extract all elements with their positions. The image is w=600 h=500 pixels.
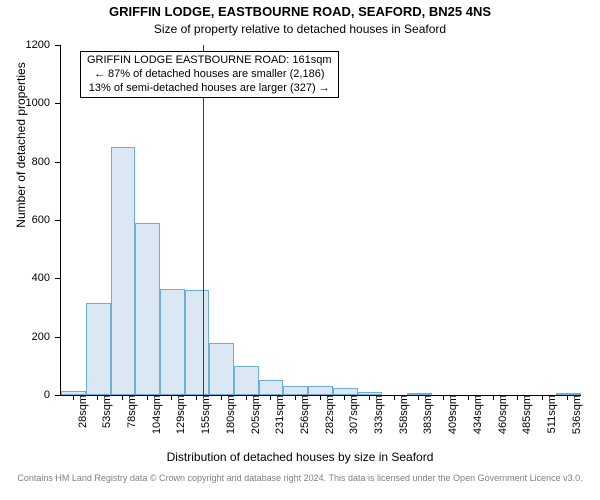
histogram-bar xyxy=(333,388,358,395)
x-tick-mark xyxy=(394,395,395,400)
y-tick-mark xyxy=(55,162,60,163)
x-tick-mark xyxy=(542,395,543,400)
x-tick-mark xyxy=(147,395,148,400)
x-tick-label: 460sqm xyxy=(497,395,509,445)
y-tick-label: 1000 xyxy=(0,97,50,109)
annotation-line-2: ← 87% of detached houses are smaller (2,… xyxy=(87,68,332,82)
y-tick-label: 600 xyxy=(0,214,50,226)
x-tick-label: 104sqm xyxy=(151,395,163,445)
y-tick-mark xyxy=(55,103,60,104)
x-tick-mark xyxy=(73,395,74,400)
x-tick-label: 409sqm xyxy=(447,395,459,445)
x-tick-label: 358sqm xyxy=(398,395,410,445)
y-tick-label: 1200 xyxy=(0,39,50,51)
x-tick-mark xyxy=(517,395,518,400)
annotation-line-3: 13% of semi-detached houses are larger (… xyxy=(87,82,332,96)
x-tick-label: 434sqm xyxy=(472,395,484,445)
y-tick-mark xyxy=(55,45,60,46)
x-tick-label: 485sqm xyxy=(521,395,533,445)
y-tick-label: 0 xyxy=(0,389,50,401)
y-tick-label: 800 xyxy=(0,156,50,168)
histogram-bar xyxy=(86,303,110,395)
y-tick-mark xyxy=(55,395,60,396)
x-tick-label: 511sqm xyxy=(546,395,558,445)
x-tick-mark xyxy=(468,395,469,400)
histogram-bar xyxy=(234,366,258,395)
x-tick-label: 383sqm xyxy=(422,395,434,445)
x-tick-mark xyxy=(369,395,370,400)
x-axis-label: Distribution of detached houses by size … xyxy=(0,450,600,464)
y-tick-mark xyxy=(55,220,60,221)
x-tick-label: 155sqm xyxy=(200,395,212,445)
histogram-bar xyxy=(111,147,135,395)
x-tick-mark xyxy=(270,395,271,400)
x-tick-label: 307sqm xyxy=(348,395,360,445)
x-tick-mark xyxy=(443,395,444,400)
x-tick-label: 53sqm xyxy=(101,395,113,445)
x-tick-mark xyxy=(493,395,494,400)
x-tick-mark xyxy=(122,395,123,400)
histogram-bar xyxy=(209,343,234,396)
y-tick-label: 400 xyxy=(0,272,50,284)
chart-title: GRIFFIN LODGE, EASTBOURNE ROAD, SEAFORD,… xyxy=(0,4,600,19)
x-tick-label: 231sqm xyxy=(274,395,286,445)
x-tick-label: 333sqm xyxy=(373,395,385,445)
x-tick-mark xyxy=(344,395,345,400)
annotation-line-1: GRIFFIN LODGE EASTBOURNE ROAD: 161sqm xyxy=(87,54,332,68)
x-tick-label: 129sqm xyxy=(175,395,187,445)
x-tick-mark xyxy=(418,395,419,400)
histogram-bar xyxy=(160,289,184,395)
attribution-text: Contains HM Land Registry data © Crown c… xyxy=(0,473,600,483)
histogram-chart: GRIFFIN LODGE, EASTBOURNE ROAD, SEAFORD,… xyxy=(0,0,600,500)
histogram-bar xyxy=(185,290,209,395)
x-tick-mark xyxy=(196,395,197,400)
x-tick-mark xyxy=(295,395,296,400)
x-tick-label: 256sqm xyxy=(299,395,311,445)
y-tick-mark xyxy=(55,337,60,338)
histogram-bar xyxy=(135,223,160,395)
histogram-bar xyxy=(259,380,283,395)
x-tick-mark xyxy=(221,395,222,400)
x-tick-label: 536sqm xyxy=(571,395,583,445)
annotation-box: GRIFFIN LODGE EASTBOURNE ROAD: 161sqm ← … xyxy=(80,51,339,98)
y-tick-label: 200 xyxy=(0,331,50,343)
x-tick-mark xyxy=(567,395,568,400)
histogram-bar xyxy=(308,386,332,395)
histogram-bar xyxy=(283,386,308,395)
x-tick-mark xyxy=(171,395,172,400)
x-tick-label: 180sqm xyxy=(225,395,237,445)
x-tick-label: 78sqm xyxy=(126,395,138,445)
x-tick-mark xyxy=(97,395,98,400)
x-tick-label: 282sqm xyxy=(324,395,336,445)
x-tick-label: 205sqm xyxy=(250,395,262,445)
y-tick-mark xyxy=(55,278,60,279)
chart-subtitle: Size of property relative to detached ho… xyxy=(0,22,600,36)
x-tick-mark xyxy=(320,395,321,400)
x-tick-mark xyxy=(246,395,247,400)
x-tick-label: 28sqm xyxy=(77,395,89,445)
